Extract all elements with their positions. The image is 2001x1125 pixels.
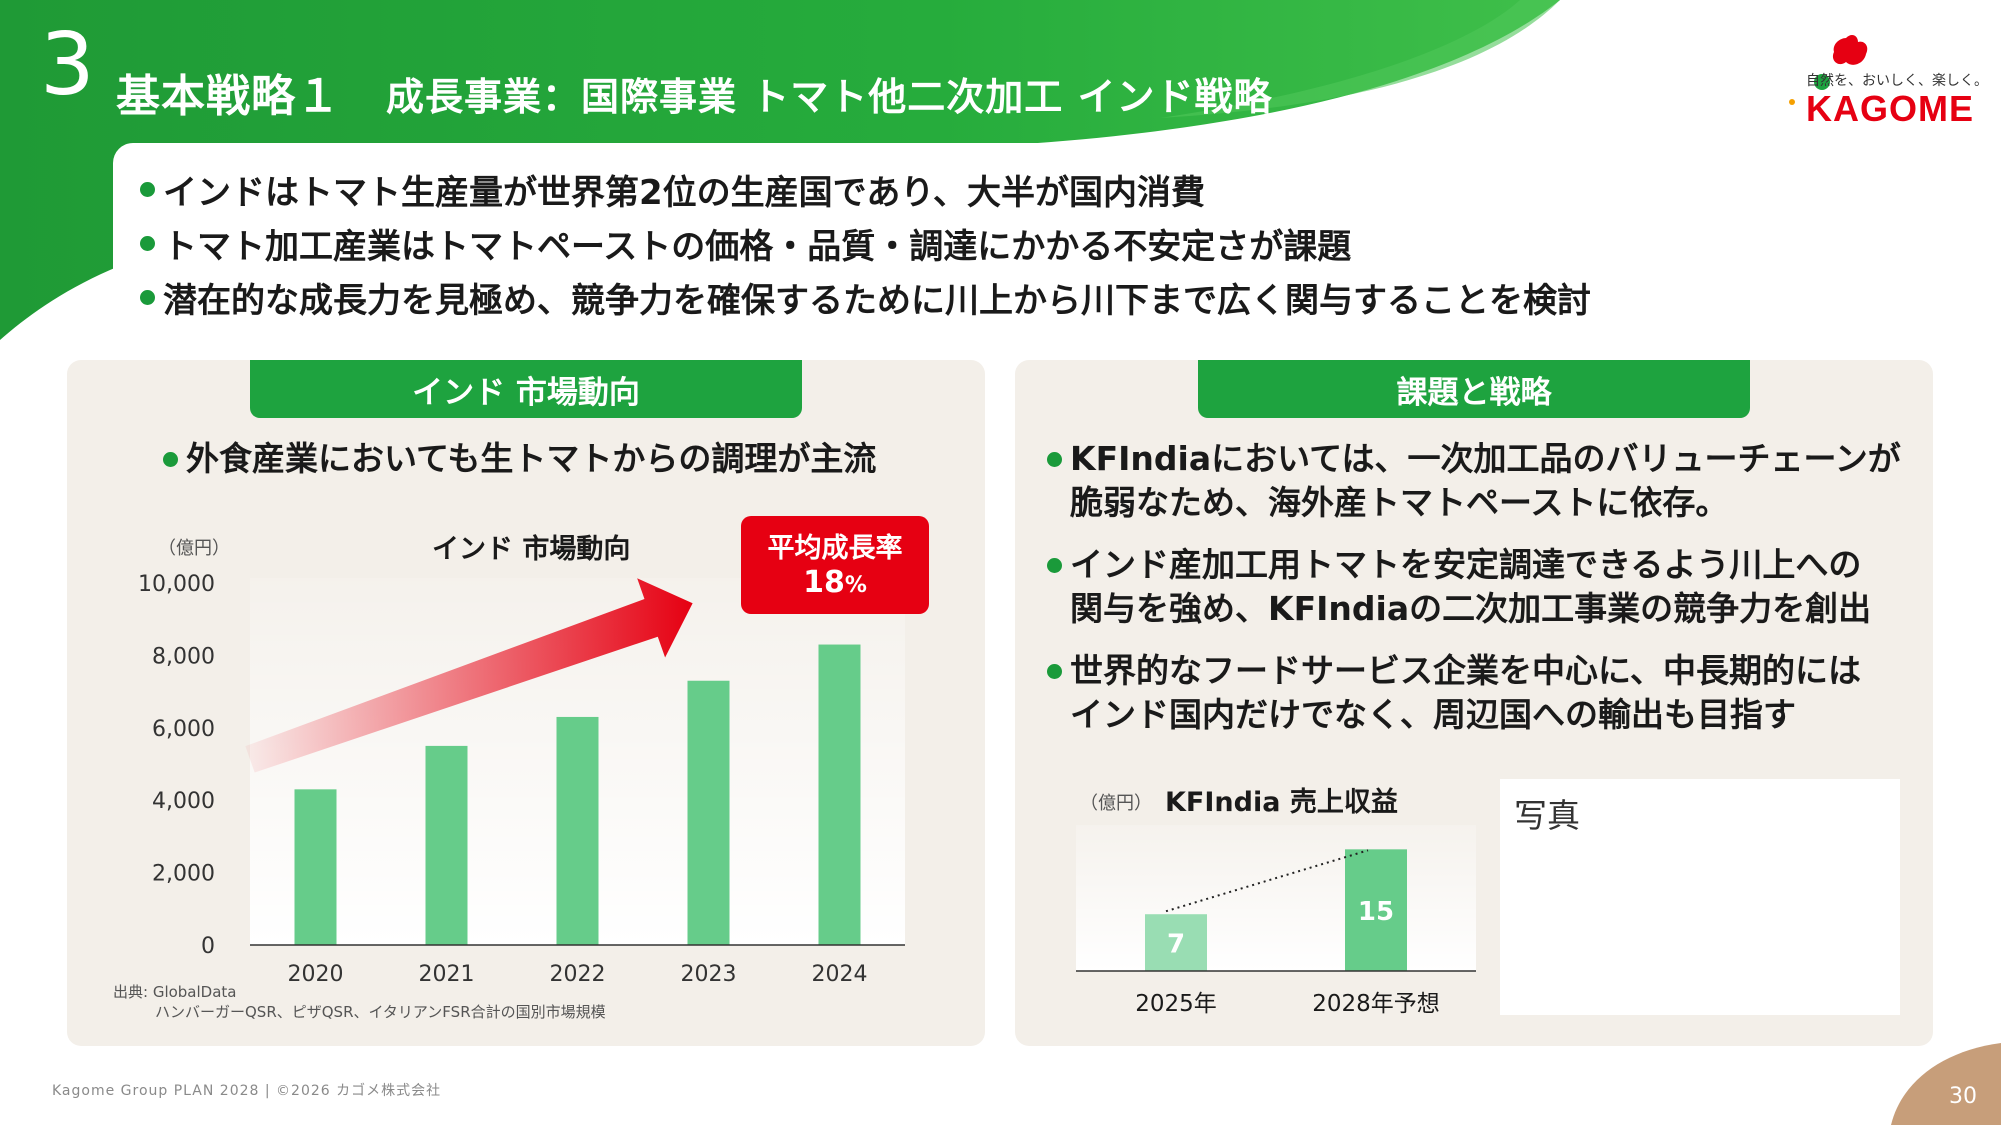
x-tick-label: 2020 (288, 962, 344, 987)
y-tick-label: 4,000 (152, 789, 215, 814)
logo-tagline: 自然を、おいしく、楽しく。 (1806, 73, 1988, 89)
chart-title: インド 市場動向 (432, 533, 630, 565)
x-tick-label: 2025年 (1135, 991, 1217, 1017)
bullet-dot-icon (1047, 558, 1062, 573)
market-bar (425, 745, 468, 945)
kagome-logo: KAGOME (1806, 88, 1974, 129)
growth-rate-value: 18% (803, 565, 867, 600)
y-axis-unit: （億円） (1080, 793, 1152, 814)
bullet-dot-icon (140, 182, 155, 197)
bar-value-label: 7 (1167, 930, 1185, 960)
y-tick-label: 10,000 (138, 572, 215, 597)
x-tick-label: 2028年予想 (1312, 991, 1440, 1017)
page-title: 基本戦略１ (116, 71, 341, 122)
source-line: 出典: GlobalData (113, 983, 237, 1001)
growth-rate-label: 平均成長率 (767, 533, 903, 564)
bar-value-label: 15 (1358, 897, 1394, 927)
market-bar (294, 789, 337, 945)
y-tick-label: 2,000 (152, 862, 215, 887)
bullet-dot-icon (163, 452, 178, 467)
page-number: 30 (1949, 1084, 1977, 1109)
x-tick-label: 2023 (681, 962, 737, 987)
intro-bullet: インドはトマト生産量が世界第2位の生産国であり、大半が国内消費 (140, 165, 1205, 214)
revenue-bar (1345, 849, 1407, 971)
issues-strategy-heading: 課題と戦略 (1198, 360, 1750, 418)
x-tick-label: 2024 (812, 962, 868, 987)
growth-arrow (245, 578, 693, 773)
plot-area (1076, 825, 1476, 971)
y-tick-label: 8,000 (152, 644, 215, 669)
bullet-dot-icon (1047, 664, 1062, 679)
strategy-bullet: インド産加工用トマトを安定調達できるよう川上への 関与を強め、KFIndiaの二次… (1047, 543, 1871, 631)
strategy-bullet: 世界的なフードサービス企業を中心に、中長期的には インド国内だけでなく、周辺国への… (1047, 649, 1861, 737)
market-bar (687, 680, 730, 945)
x-tick-label: 2021 (419, 962, 475, 987)
market-trend-heading: インド 市場動向 (250, 360, 802, 418)
source-line: ハンバーガーQSR、ピザQSR、イタリアンFSR合計の国別市場規模 (155, 1003, 606, 1021)
kfindia-revenue-bar-chart: （億円） KFIndia 売上収益 7 2025年 15 2028年予想 (1076, 787, 1476, 1017)
page-corner-shape (1891, 1043, 2001, 1125)
header-wave-background (0, 0, 1560, 340)
bullet-dot-icon (1047, 452, 1062, 467)
y-tick-label: 6,000 (152, 717, 215, 742)
y-tick-label: 0 (201, 934, 215, 959)
x-tick-label: 2022 (550, 962, 606, 987)
market-bar (818, 644, 861, 945)
kagome-tomato-icon (1789, 35, 1868, 105)
market-bar (556, 716, 599, 945)
india-market-bar-chart: （億円） インド 市場動向 0 2,000 4,000 6,000 8,000 10,000 2… (138, 533, 905, 987)
page-subtitle: 成長事業：国際事業 トマト他二次加工 インド戦略 (386, 75, 1273, 119)
chart-title: KFIndia 売上収益 (1165, 787, 1398, 818)
revenue-bar (1145, 914, 1207, 971)
bullet-dot-icon (140, 236, 155, 251)
intro-bullet: 潜在的な成長力を見極め、競争力を確保するために川上から川下まで広く関与することを… (140, 273, 1591, 322)
y-axis-unit: （億円） (158, 538, 230, 559)
footer-text: Kagome Group PLAN 2028 | ©2026 カゴメ株式会社 (52, 1083, 442, 1099)
source-note: 出典: GlobalData ハンバーガーQSR、ピザQSR、イタリアンFSR合… (113, 982, 606, 1022)
photo-placeholder: 写真 (1500, 779, 1900, 1015)
strategy-bullet: KFIndiaにおいては、一次加工品のバリューチェーンが 脆弱なため、海外産トマト… (1047, 437, 1901, 525)
market-bullet: 外食産業においても生トマトからの調理が主流 (163, 437, 876, 481)
growth-rate-badge: 平均成長率 18% (741, 516, 929, 614)
intro-bullet: トマト加工産業はトマトペーストの価格・品質・調達にかかる不安定さが課題 (140, 219, 1351, 268)
intro-bullet-box (113, 143, 1753, 313)
section-number: 3 (40, 15, 95, 115)
bullet-dot-icon (140, 290, 155, 305)
trend-dotted-line (1165, 849, 1369, 913)
photo-label: 写真 (1514, 796, 1580, 835)
